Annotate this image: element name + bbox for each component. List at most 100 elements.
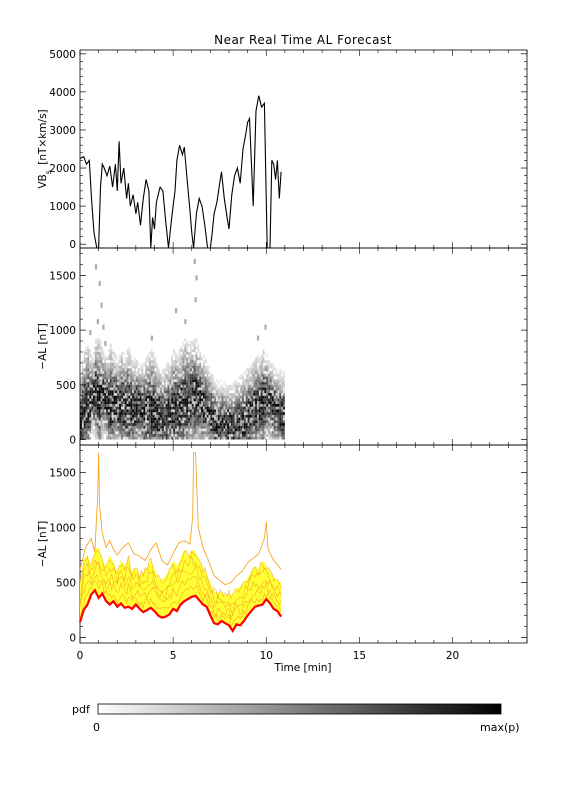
pdf-cell — [98, 387, 101, 391]
pdf-cell — [81, 362, 84, 366]
pdf-cell — [281, 417, 284, 421]
pdf-cell — [197, 406, 200, 410]
pdf-cell — [91, 384, 94, 388]
pdf-cell — [126, 349, 129, 352]
pdf-cell — [210, 387, 213, 391]
pdf-cell — [109, 387, 112, 391]
pdf-cell — [167, 379, 170, 383]
pdf-cell — [266, 373, 269, 377]
pdf-cell — [212, 384, 215, 388]
pdf-cell — [253, 387, 256, 391]
pdf-cell — [201, 382, 203, 385]
pdf-cell — [93, 368, 95, 372]
pdf-cell — [247, 403, 250, 407]
pdf-cell — [96, 401, 99, 404]
pdf-cell — [240, 387, 243, 391]
pdf-cell — [193, 354, 196, 358]
pdf-cell — [255, 371, 257, 374]
pdf-cell — [98, 431, 101, 435]
pdf-cell — [201, 431, 203, 435]
pdf-cell — [98, 373, 101, 377]
pdf-cell — [111, 401, 114, 404]
pdf-cell — [193, 393, 196, 396]
pdf-cell — [113, 414, 116, 418]
pdf-cell — [236, 401, 239, 404]
pdf-cell — [199, 401, 202, 404]
pdf-cell — [132, 431, 135, 435]
pdf-cell — [249, 412, 252, 415]
pdf-cell — [273, 423, 276, 426]
pdf-cell — [176, 434, 179, 437]
pdf-cell — [204, 357, 207, 361]
pdf-cell — [251, 403, 254, 407]
pdf-cell — [199, 436, 202, 440]
pdf-cell — [158, 401, 161, 404]
pdf-cell — [143, 384, 146, 388]
pdf-cell — [188, 431, 190, 435]
pdf-cell — [219, 384, 222, 388]
pdf-cell — [256, 434, 259, 437]
pdf-cell — [193, 371, 196, 374]
pdf-cell — [130, 368, 133, 372]
pdf-cell — [126, 384, 129, 388]
pdf-cell — [223, 398, 226, 402]
pdf-cell — [281, 434, 284, 437]
pdf-cell — [143, 398, 146, 402]
pdf-cell — [240, 414, 243, 418]
pdf-cell — [215, 420, 218, 424]
pdf-cell — [165, 379, 168, 383]
pdf-cell — [212, 395, 215, 399]
pdf-cell — [122, 362, 125, 366]
pdf-cell — [273, 412, 276, 415]
pdf-cell — [163, 393, 166, 396]
pdf-cell — [100, 384, 103, 388]
pdf-cell — [217, 382, 220, 385]
pdf-cell — [243, 428, 246, 432]
pdf-cell — [219, 414, 222, 418]
pdf-cell — [202, 373, 205, 377]
pdf-cell — [230, 431, 233, 435]
pdf-cell — [178, 409, 181, 413]
pdf-cell — [94, 423, 97, 426]
pdf-cell — [191, 362, 194, 366]
pdf-cell — [87, 349, 90, 352]
pdf-cell — [184, 373, 187, 377]
pdf-cell — [150, 354, 153, 358]
pdf-cell — [141, 362, 144, 366]
pdf-cell — [171, 414, 174, 418]
pdf-cell — [212, 390, 215, 394]
pdf-cell — [271, 428, 274, 432]
pdf-cell — [165, 393, 168, 396]
pdf-cell — [258, 395, 261, 399]
pdf-cell — [96, 423, 99, 426]
pdf-cell — [264, 414, 267, 418]
pdf-cell — [132, 393, 135, 396]
pdf-cell — [191, 390, 194, 394]
pdf-cell — [251, 395, 254, 399]
pdf-outlier-cell — [193, 258, 196, 264]
pdf-cell — [100, 365, 103, 369]
pdf-cell — [152, 384, 155, 388]
pdf-cell — [161, 379, 164, 383]
pdf-cell — [171, 360, 174, 363]
pdf-cell — [102, 409, 105, 413]
pdf-cell — [161, 412, 164, 415]
pdf-cell — [147, 357, 149, 361]
pdf-cell — [202, 382, 205, 385]
pdf-cell — [253, 434, 256, 437]
pdf-cell — [107, 398, 110, 402]
pdf-cell — [255, 403, 257, 407]
pdf-cell — [268, 403, 270, 407]
pdf-cell — [275, 420, 278, 424]
pdf-cell — [139, 398, 142, 402]
pdf-cell — [234, 431, 237, 435]
pdf-cell — [262, 384, 265, 388]
pdf-cell — [281, 382, 284, 385]
pdf-cell — [141, 412, 144, 415]
pdf-cell — [102, 412, 105, 415]
pdf-cell — [87, 398, 90, 402]
pdf-cell — [171, 398, 174, 402]
pdf-cell — [247, 414, 250, 418]
pdf-cell — [245, 390, 248, 394]
pdf-cell — [143, 376, 146, 380]
